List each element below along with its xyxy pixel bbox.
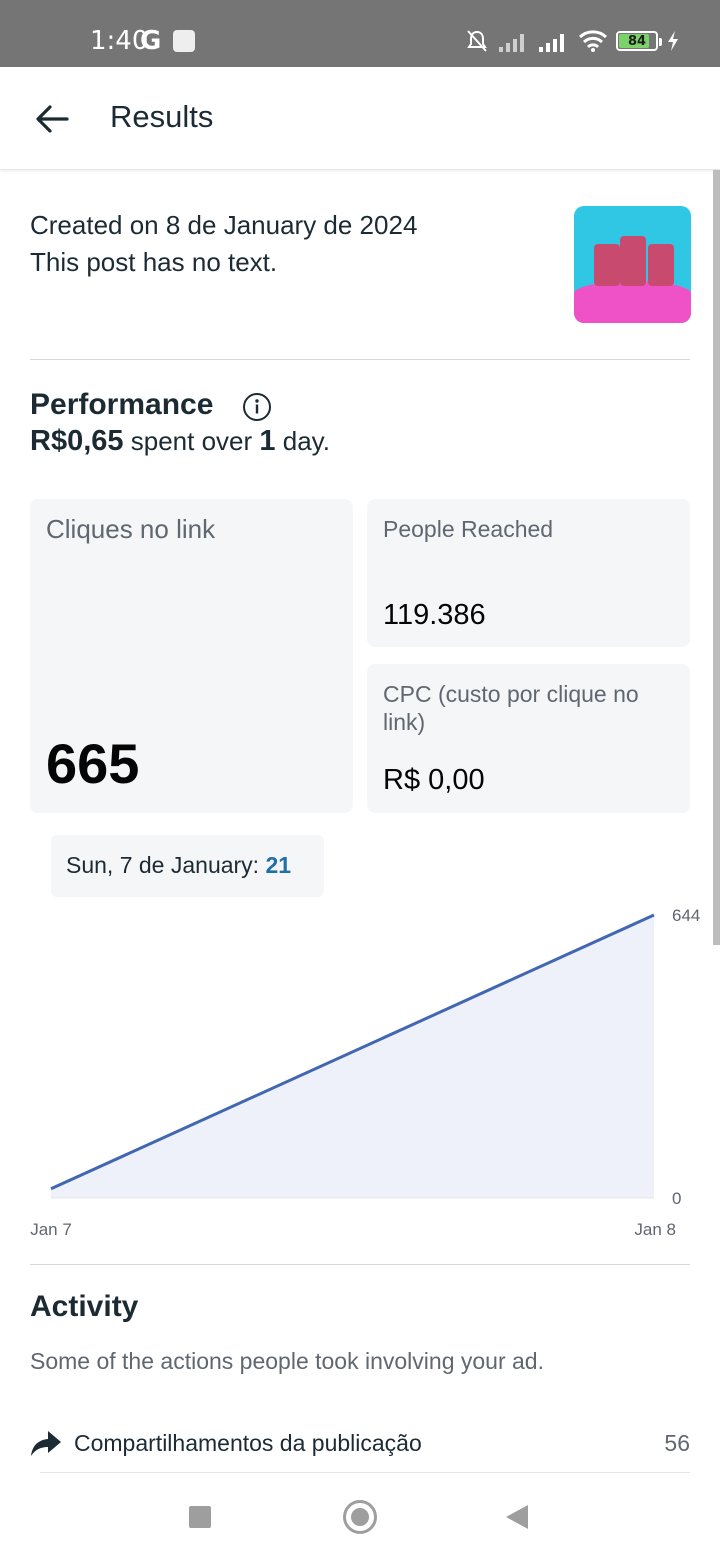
tooltip-label: Sun, 7 de January: bbox=[66, 852, 266, 878]
activity-description: Some of the actions people took involvin… bbox=[30, 1348, 544, 1374]
link-clicks-value: 665 bbox=[46, 732, 140, 795]
y-tick-label: 0 bbox=[672, 1189, 681, 1208]
status-time: 1:40 bbox=[90, 26, 149, 56]
link-clicks-card[interactable]: Cliques no link 665 bbox=[30, 499, 353, 813]
battery-percent: 84 bbox=[627, 33, 647, 49]
share-icon bbox=[31, 1431, 61, 1456]
y-tick-label: 644 bbox=[672, 906, 700, 925]
back-button[interactable] bbox=[30, 97, 74, 141]
cpc-card[interactable]: CPC (custo por clique no link) R$ 0,00 bbox=[367, 664, 690, 813]
created-date: Created on 8 de January de 2024 bbox=[30, 210, 418, 240]
back-icon[interactable] bbox=[506, 1505, 528, 1529]
scrollbar[interactable] bbox=[713, 170, 720, 945]
divider bbox=[40, 1472, 690, 1473]
divider bbox=[30, 359, 690, 360]
cpc-label: CPC (custo por clique no link) bbox=[383, 681, 639, 735]
link-clicks-chart[interactable]: 0 644 Jan 7 Jan 8 bbox=[0, 895, 720, 1255]
network-type: G bbox=[140, 26, 162, 56]
x-tick-label: Jan 8 bbox=[634, 1220, 676, 1239]
activity-item-shares[interactable]: Compartilhamentos da publicação 56 bbox=[30, 1418, 690, 1470]
people-reached-card[interactable]: People Reached 119.386 bbox=[367, 499, 690, 647]
link-clicks-label: Cliques no link bbox=[46, 514, 216, 544]
days-count: 1 bbox=[259, 425, 276, 457]
page-title: Results bbox=[110, 99, 214, 134]
activity-item-label: Compartilhamentos da publicação bbox=[74, 1430, 422, 1456]
info-icon[interactable] bbox=[242, 392, 272, 422]
battery-level bbox=[619, 34, 649, 48]
activity-item-count: 56 bbox=[664, 1430, 690, 1456]
signal-icon bbox=[499, 34, 524, 52]
performance-title: Performance bbox=[30, 388, 214, 421]
bell-off-icon bbox=[467, 30, 487, 52]
amount-spent: R$0,65 bbox=[30, 425, 124, 457]
cpc-value: R$ 0,00 bbox=[383, 764, 485, 796]
charging-icon bbox=[668, 31, 678, 51]
chart-area-fill bbox=[51, 915, 654, 1198]
spent-over-label: spent over bbox=[123, 426, 260, 456]
chart-series-line bbox=[50, 913, 655, 1191]
signal-icon bbox=[539, 34, 564, 52]
battery-icon: 84 bbox=[616, 31, 662, 51]
divider bbox=[30, 1264, 690, 1265]
chart-tooltip: Sun, 7 de January: 21 bbox=[51, 835, 324, 897]
app-header: Results bbox=[0, 67, 720, 170]
status-icons: 84 bbox=[464, 28, 680, 54]
post-thumbnail[interactable] bbox=[574, 206, 691, 323]
post-text-note: This post has no text. bbox=[30, 247, 278, 277]
activity-title: Activity bbox=[30, 1290, 139, 1323]
recents-icon[interactable] bbox=[189, 1506, 211, 1528]
people-reached-label: People Reached bbox=[383, 516, 554, 542]
performance-summary: R$0,65 spent over 1 day. bbox=[30, 425, 330, 458]
arrow-left-icon bbox=[36, 105, 69, 133]
system-nav-bar bbox=[0, 1473, 720, 1560]
notification-icon bbox=[173, 30, 195, 52]
x-tick-label: Jan 7 bbox=[30, 1220, 72, 1239]
days-suffix: day. bbox=[275, 426, 330, 456]
wifi-icon bbox=[578, 30, 608, 52]
home-icon[interactable] bbox=[343, 1500, 377, 1534]
status-bar: 1:40 G 84 bbox=[0, 0, 720, 67]
people-reached-value: 119.386 bbox=[383, 599, 486, 631]
tooltip-value: 21 bbox=[265, 852, 292, 878]
